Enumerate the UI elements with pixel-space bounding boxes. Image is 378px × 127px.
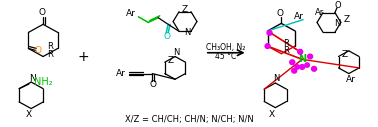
Text: R: R [283, 39, 289, 48]
Circle shape [267, 30, 272, 35]
Text: N: N [173, 48, 179, 57]
Text: O: O [35, 46, 42, 55]
Text: O: O [39, 9, 46, 18]
Text: O: O [277, 9, 284, 18]
Text: R: R [47, 50, 53, 59]
Text: R: R [283, 46, 289, 55]
Circle shape [311, 66, 316, 71]
Circle shape [308, 54, 313, 59]
Text: +: + [78, 50, 90, 65]
Circle shape [265, 44, 270, 49]
Circle shape [290, 60, 295, 65]
Text: Z: Z [168, 56, 174, 65]
Text: X: X [268, 110, 274, 119]
Text: X/Z = CH/CH; CH/N; N/CH; N/N: X/Z = CH/CH; CH/N; N/CH; N/N [125, 115, 253, 124]
Circle shape [305, 63, 310, 67]
Text: O: O [164, 32, 170, 41]
Text: 45 °C: 45 °C [215, 52, 236, 61]
Text: CH₃OH, N₂: CH₃OH, N₂ [206, 43, 245, 52]
Text: N: N [184, 28, 190, 37]
Text: Z: Z [344, 15, 350, 24]
Text: Ar: Ar [116, 69, 125, 78]
Text: R: R [47, 42, 53, 51]
Text: N: N [334, 19, 340, 28]
Text: Ar: Ar [294, 12, 304, 21]
Text: O: O [150, 80, 157, 89]
Circle shape [292, 68, 297, 73]
Text: O: O [335, 2, 341, 11]
Text: N: N [298, 54, 306, 64]
Circle shape [295, 65, 299, 69]
Text: X: X [26, 110, 32, 119]
Circle shape [300, 65, 305, 69]
Text: Z: Z [341, 50, 347, 59]
Text: N: N [29, 74, 36, 83]
Text: Z: Z [182, 5, 188, 14]
Text: Ar: Ar [125, 9, 135, 18]
Text: N: N [273, 74, 280, 83]
Text: Ar: Ar [315, 9, 325, 18]
Text: Ar: Ar [346, 75, 356, 84]
Circle shape [298, 49, 303, 54]
Text: NH₂: NH₂ [34, 77, 52, 87]
